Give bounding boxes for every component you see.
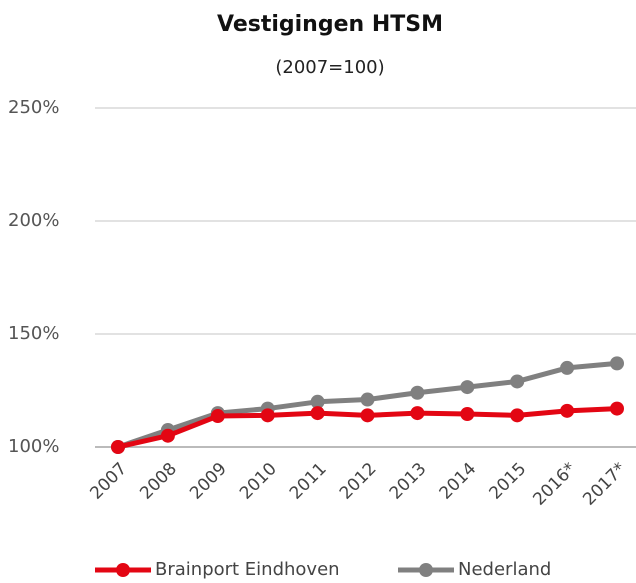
legend-marker [116,563,130,577]
x-tick-label: 2015 [486,459,531,504]
data-point [360,408,375,423]
data-point [510,374,525,389]
y-tick-label: 200% [8,210,59,231]
x-tick-label: 2012 [336,459,381,504]
y-tick-label: 100% [8,436,59,457]
x-tick-label: 2010 [236,459,281,504]
x-tick-label: 2014 [436,459,481,504]
data-point [111,440,125,454]
data-point [460,380,475,395]
data-point [210,409,225,424]
legend-label: Brainport Eindhoven [155,559,340,580]
data-point [610,401,624,416]
x-tick-label: 2007 [86,459,131,504]
legend-marker [419,563,433,577]
x-tick-label: 2011 [286,459,331,504]
chart-subtitle: (2007=100) [275,57,384,78]
data-point [610,356,624,371]
data-point [460,407,475,422]
x-tick-label: 2009 [186,459,231,504]
data-point [560,403,575,418]
data-point [310,406,325,421]
y-tick-label: 150% [8,323,59,344]
data-point [360,392,375,407]
chart-title: Vestigingen HTSM [217,12,443,37]
data-point [260,408,275,423]
data-point [160,428,175,443]
x-tick-label: 2016* [529,459,580,510]
data-point [310,394,325,409]
data-point [510,408,525,423]
y-tick-label: 250% [8,97,59,118]
data-point [560,360,575,375]
x-tick-label: 2013 [386,459,431,504]
x-tick-label: 2008 [136,459,181,504]
legend-label: Nederland [458,559,551,580]
data-point [410,385,425,400]
x-tick-label: 2017* [579,459,630,510]
data-point [410,406,425,421]
